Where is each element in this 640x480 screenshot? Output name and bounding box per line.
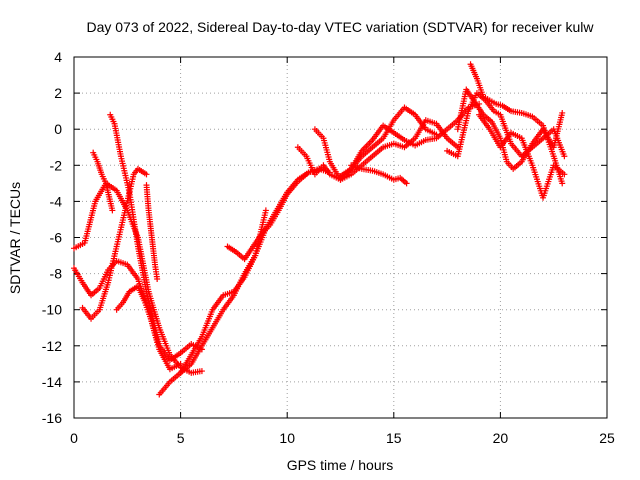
y-axis-label: SDTVAR / TECUs [7, 182, 23, 294]
data-point [559, 109, 566, 116]
y-tick-label: -10 [42, 302, 62, 318]
series-track-9 [177, 207, 269, 376]
data-marks [71, 61, 568, 398]
data-point [154, 276, 161, 283]
chart-title: Day 073 of 2022, Sidereal Day-to-day VTE… [86, 19, 594, 35]
data-point [177, 360, 184, 367]
series-track-10 [224, 165, 333, 263]
data-point [109, 207, 116, 214]
x-tick-label: 20 [493, 430, 509, 446]
data-point [262, 207, 269, 214]
series-track-6 [113, 283, 161, 346]
series-track-7 [143, 182, 161, 283]
y-tick-label: -14 [42, 374, 62, 390]
y-tick-label: 4 [54, 49, 62, 65]
x-tick-label: 5 [177, 430, 185, 446]
y-tick-label: -8 [50, 266, 63, 282]
y-tick-label: -6 [50, 230, 63, 246]
y-tick-label: -16 [42, 410, 62, 426]
y-tick-label: -12 [42, 338, 62, 354]
y-tick-label: -2 [50, 157, 63, 173]
x-tick-label: 25 [599, 430, 615, 446]
y-tick-label: 2 [54, 85, 62, 101]
series-track-4 [90, 149, 116, 214]
series-track-18 [476, 111, 568, 201]
data-point [559, 180, 566, 187]
data-point [154, 339, 161, 346]
data-point [561, 171, 568, 178]
series-track-14 [348, 162, 410, 187]
axis-ticks: 0 5 10 15 20 25 -16 -14 -12 -10 -8 -6 -4 -2 0 2 4 [42, 49, 615, 446]
data-point [561, 153, 568, 160]
data-point [143, 171, 150, 178]
x-tick-label: 15 [386, 430, 402, 446]
data-point [403, 180, 410, 187]
x-tick-label: 0 [70, 430, 78, 446]
series-track-13 [337, 100, 483, 180]
x-tick-label: 10 [279, 430, 295, 446]
x-axis-label: GPS time / hours [287, 457, 394, 473]
series-track-3 [79, 165, 150, 322]
y-tick-label: -4 [50, 193, 63, 209]
y-tick-label: 0 [54, 121, 62, 137]
data-point [198, 368, 205, 375]
